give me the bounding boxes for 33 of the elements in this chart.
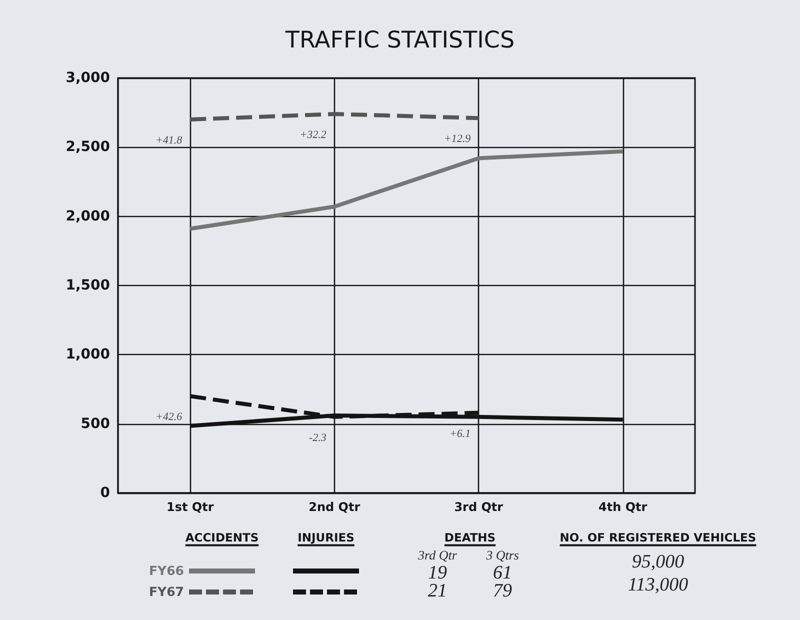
text: FY67	[149, 584, 184, 599]
category-label: 3 Qtrs	[486, 548, 519, 562]
data-label: 79	[493, 580, 512, 602]
y-tick-label: 0	[100, 485, 110, 501]
annotation: +32.2	[300, 128, 327, 141]
text: INJURIES	[298, 530, 354, 544]
annotation: +41.8	[155, 134, 183, 146]
text: FY66	[149, 562, 184, 578]
data-label: 61	[493, 562, 512, 584]
annotation: +42.6	[155, 411, 183, 424]
y-tick-label: 2,000	[66, 208, 110, 224]
y-tick-label: 3,000	[66, 70, 110, 86]
text: 113,000	[628, 574, 688, 596]
text: 95,000	[632, 552, 684, 572]
data-label: 19	[428, 562, 447, 584]
x-tick-label: 4th Qtr	[598, 500, 648, 514]
category-label: 3rd Qtr	[418, 548, 457, 562]
text: ACCIDENTS	[185, 530, 259, 544]
annotation: -2.3	[308, 432, 327, 444]
y-tick-label: 1,000	[66, 346, 110, 363]
y-tick-label: 2,500	[66, 139, 110, 156]
data-label: 21	[428, 580, 447, 602]
y-tick-label: 500	[80, 416, 110, 432]
line-series	[188, 149, 625, 231]
annotation: +6.1	[449, 428, 471, 440]
text: NO. OF REGISTERED VEHICLES	[560, 530, 756, 544]
x-tick-label: 3rd Qtr	[454, 500, 504, 514]
text: DEATHS	[444, 530, 496, 544]
x-tick-label: 1st Qtr	[166, 500, 214, 514]
y-tick-label: 1,500	[66, 278, 110, 294]
chart-title: TRAFFIC STATISTICS	[284, 28, 515, 54]
x-tick-label: 2nd Qtr	[308, 500, 360, 514]
annotation: +12.9	[444, 133, 472, 146]
